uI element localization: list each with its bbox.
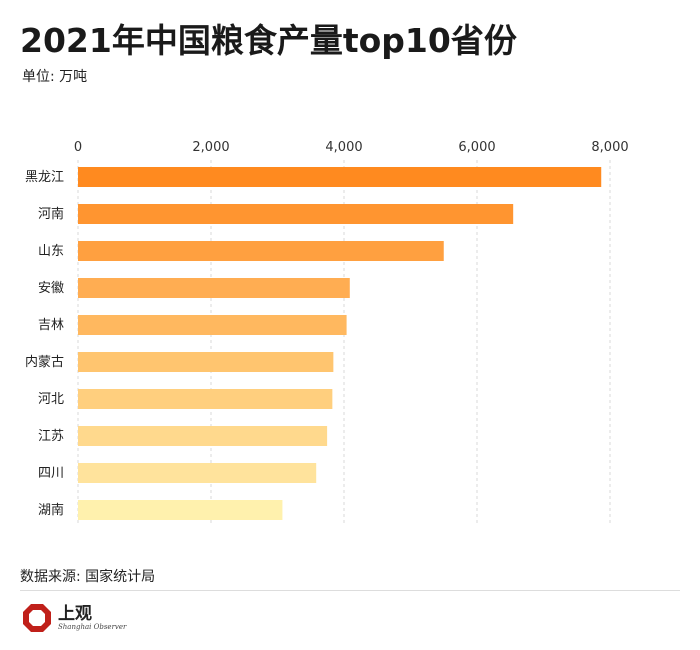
category-label: 山东 xyxy=(38,244,64,259)
category-label: 河南 xyxy=(38,206,64,222)
bar-chart: 0 2,000 4,000 6,000 8,000 黑龙江河南山东安徽吉林内蒙古河北江苏… xyxy=(25,140,629,525)
footer-divider xyxy=(20,590,680,591)
bar xyxy=(78,463,317,483)
category-label: 安徽 xyxy=(38,281,64,296)
x-tick-label: 0 xyxy=(74,140,82,155)
bar xyxy=(78,389,333,409)
bar xyxy=(78,241,444,261)
x-tick-label: 4,000 xyxy=(325,140,362,155)
category-label: 内蒙古 xyxy=(25,354,64,370)
logo-tagline: Shanghai Observer xyxy=(58,622,127,631)
publisher-logo: 上观 Shanghai Observer xyxy=(22,603,126,633)
category-label: 河北 xyxy=(38,392,64,407)
data-source: 数据来源: 国家统计局 xyxy=(20,569,156,585)
x-axis-ticks: 0 2,000 4,000 6,000 8,000 xyxy=(74,140,629,155)
x-tick-label: 6,000 xyxy=(458,140,495,155)
category-label: 江苏 xyxy=(38,428,64,444)
bar xyxy=(78,426,328,446)
bar xyxy=(78,352,334,372)
chart-unit: 单位: 万吨 xyxy=(22,69,88,85)
bars xyxy=(78,167,602,520)
bar xyxy=(78,278,350,298)
category-label: 湖南 xyxy=(38,502,64,518)
category-label: 吉林 xyxy=(38,318,64,333)
category-label: 四川 xyxy=(38,466,64,481)
logo-octagon-icon xyxy=(23,604,51,632)
chart-title: 2021年中国粮食产量top10省份 xyxy=(20,21,517,60)
logo-name: 上观 xyxy=(58,603,92,624)
bar xyxy=(78,167,602,187)
bar xyxy=(78,204,514,224)
x-tick-label: 2,000 xyxy=(192,140,229,155)
bar xyxy=(78,500,283,520)
category-label: 黑龙江 xyxy=(25,170,64,185)
bar xyxy=(78,315,347,335)
x-tick-label: 8,000 xyxy=(591,140,628,155)
